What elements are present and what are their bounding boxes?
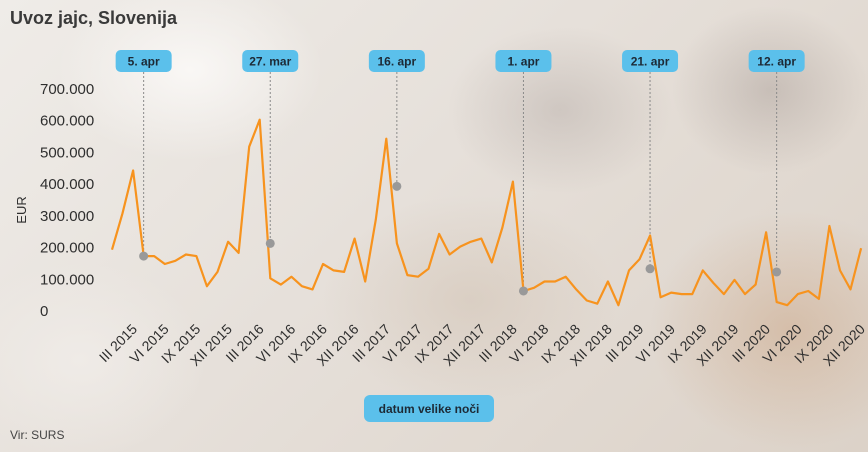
y-axis-ticks: 0 100.000 200.000 300.000 400.000 500.000 600.…	[40, 81, 94, 320]
easter-date-label: 12. apr	[757, 55, 796, 69]
easter-dots	[139, 181, 782, 296]
y-tick-label: 300.000	[40, 208, 94, 225]
chart-title: Uvoz jajc, Slovenija	[10, 8, 178, 28]
easter-date-pill	[495, 50, 552, 72]
y-tick-label: 0	[40, 303, 48, 320]
y-tick-label: 600.000	[40, 113, 94, 130]
easter-point	[772, 267, 782, 277]
easter-date-label: 27. mar	[249, 55, 291, 69]
y-tick-label: 700.000	[40, 81, 94, 98]
easter-date-label: 21. apr	[631, 55, 670, 69]
easter-date-pill	[748, 50, 805, 72]
easter-date-label: 5. apr	[128, 55, 160, 69]
easter-point	[392, 181, 402, 191]
y-axis-label: EUR	[14, 196, 29, 223]
easter-date-pill	[622, 50, 679, 72]
series-line	[110, 118, 863, 307]
easter-point	[139, 251, 149, 261]
y-tick-label: 200.000	[40, 240, 94, 257]
y-tick-label: 500.000	[40, 144, 94, 161]
easter-point	[645, 264, 655, 274]
x-axis-label-pill: datum velike noči	[364, 395, 494, 422]
y-tick-label: 100.000	[40, 271, 94, 288]
easter-date-pill	[115, 50, 172, 72]
easter-point	[518, 286, 528, 296]
easter-date-label: 1. apr	[507, 55, 539, 69]
easter-date-label: 16. apr	[377, 55, 416, 69]
x-axis-label: datum velike noči	[379, 402, 480, 416]
easter-markers: 5. apr 27. mar 16. apr 1. apr 21. apr 12. apr	[115, 50, 805, 291]
y-tick-label: 400.000	[40, 176, 94, 193]
source-note: Vir: SURS	[10, 428, 65, 442]
easter-date-pill	[368, 50, 425, 72]
easter-point	[265, 238, 275, 248]
easter-date-pill	[242, 50, 299, 72]
